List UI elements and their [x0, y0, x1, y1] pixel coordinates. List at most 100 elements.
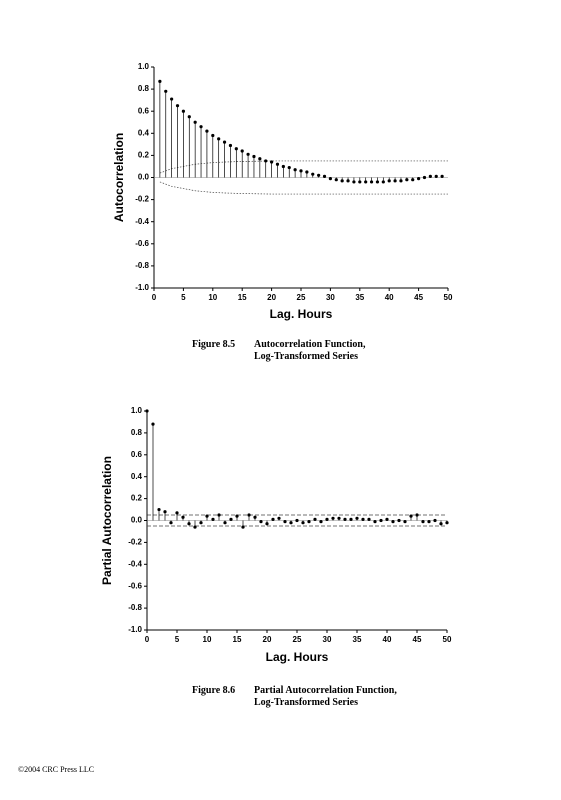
marker	[287, 165, 291, 170]
x-tick-label: 0	[145, 635, 150, 644]
marker	[391, 519, 395, 524]
marker	[411, 178, 415, 182]
marker	[205, 514, 209, 518]
marker	[163, 510, 167, 514]
marker	[169, 521, 173, 525]
marker	[240, 149, 244, 153]
marker	[433, 518, 437, 523]
marker	[364, 180, 368, 184]
marker	[427, 519, 431, 524]
marker	[158, 79, 162, 83]
marker	[289, 521, 293, 525]
y-tick-label: -0.4	[135, 217, 149, 226]
marker	[187, 522, 191, 526]
x-tick-label: 5	[175, 635, 180, 644]
marker	[422, 175, 427, 180]
marker	[199, 521, 203, 525]
marker	[223, 521, 227, 525]
marker	[421, 519, 425, 524]
marker	[428, 174, 432, 178]
x-tick-label: 45	[414, 293, 423, 302]
marker	[367, 517, 371, 522]
y-tick-label: 0.8	[138, 84, 150, 93]
x-tick-label: 25	[297, 293, 306, 302]
marker	[258, 157, 262, 161]
y-tick-label: 0.6	[131, 450, 143, 459]
marker	[283, 519, 287, 524]
marker	[246, 152, 250, 156]
x-tick-label: 30	[326, 293, 335, 302]
marker	[358, 180, 362, 184]
confidence-band	[159, 181, 448, 195]
marker	[265, 522, 269, 526]
y-tick-label: -1.0	[128, 625, 142, 634]
marker	[241, 525, 245, 529]
marker	[301, 521, 305, 525]
marker	[175, 104, 180, 108]
marker	[381, 180, 385, 184]
marker	[229, 517, 233, 522]
x-tick-label: 20	[263, 635, 272, 644]
x-tick-label: 50	[444, 293, 453, 302]
y-tick-label: 0.0	[138, 173, 150, 182]
marker	[164, 89, 168, 93]
marker	[373, 519, 377, 524]
marker	[349, 517, 353, 522]
marker	[403, 519, 407, 524]
y-tick-label: 0.8	[131, 428, 143, 437]
marker	[175, 511, 179, 515]
marker	[417, 177, 421, 181]
x-tick-label: 15	[233, 635, 242, 644]
marker	[399, 179, 403, 183]
marker	[319, 519, 323, 524]
caption-number: Figure 8.5	[192, 339, 235, 350]
marker	[346, 179, 350, 183]
x-axis-label: Lag. Hours	[270, 307, 333, 321]
marker	[145, 409, 149, 413]
marker	[281, 164, 285, 169]
marker	[293, 168, 297, 172]
caption-line: Partial Autocorrelation Function,	[254, 685, 397, 696]
y-tick-label: -0.4	[128, 559, 142, 568]
marker	[311, 172, 315, 176]
marker	[187, 115, 191, 119]
marker	[397, 518, 401, 523]
marker	[275, 162, 280, 166]
marker	[352, 180, 356, 184]
x-tick-label: 10	[203, 635, 212, 644]
marker	[328, 177, 332, 181]
marker	[369, 180, 374, 184]
marker	[270, 160, 274, 164]
marker	[445, 521, 449, 525]
y-tick-label: 0.0	[131, 516, 143, 525]
marker	[211, 517, 215, 522]
x-tick-label: 5	[181, 293, 186, 302]
marker	[325, 517, 329, 522]
y-tick-label: -0.6	[128, 581, 142, 590]
marker	[211, 133, 215, 138]
marker	[393, 179, 397, 183]
marker	[235, 514, 239, 518]
y-tick-label: 1.0	[138, 62, 150, 71]
marker	[217, 137, 221, 141]
marker	[234, 147, 238, 151]
x-tick-label: 30	[323, 635, 332, 644]
marker	[271, 517, 275, 522]
y-tick-label: -0.8	[135, 261, 149, 270]
marker	[222, 140, 227, 144]
marker	[205, 129, 209, 133]
x-tick-label: 40	[383, 635, 392, 644]
marker	[157, 507, 161, 512]
marker	[217, 513, 221, 517]
x-tick-label: 45	[413, 635, 422, 644]
marker	[375, 180, 380, 184]
x-axis-label: Lag. Hours	[266, 650, 329, 664]
y-tick-label: 0.2	[138, 151, 150, 160]
marker	[439, 522, 443, 526]
marker	[181, 515, 185, 519]
y-tick-label: 0.6	[138, 106, 150, 115]
marker	[307, 519, 311, 524]
x-tick-label: 10	[208, 293, 217, 302]
marker	[199, 125, 203, 129]
